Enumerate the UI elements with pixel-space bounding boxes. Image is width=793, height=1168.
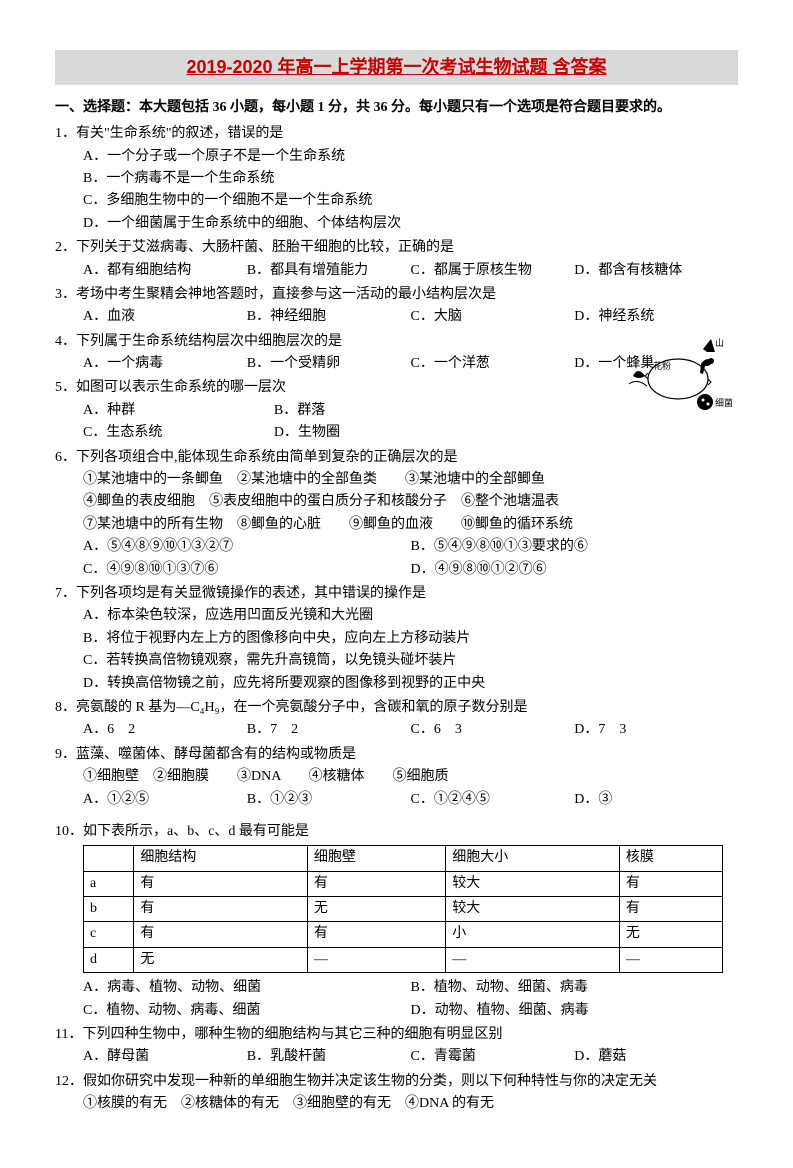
- q11-opt-a: A．酵母菌: [83, 1046, 247, 1068]
- ecosystem-diagram-icon: 山 花粉 细菌: [623, 334, 733, 424]
- q6-opt-c: C．④⑨⑧⑩①③⑦⑥: [83, 559, 411, 581]
- q3-opt-a: A．血液: [83, 306, 247, 328]
- q6-line3: ⑦某池塘中的所有生物 ⑧鲫鱼的心脏 ⑨鲫鱼的血液 ⑩鲫鱼的循环系统: [55, 514, 738, 536]
- table-row: a 有 有 较大 有: [84, 871, 723, 896]
- q7-opt-a: A．标本染色较深，应选用凹面反光镜和大光圈: [55, 605, 738, 627]
- table-row: b 有 无 较大 有: [84, 897, 723, 922]
- q8-opt-d: D．7 3: [574, 719, 738, 741]
- th-0: [84, 846, 134, 871]
- q7-opt-c: C．若转换高倍物镜观察，需先升高镜筒，以免镜头碰坏装片: [55, 650, 738, 672]
- q2-opt-b: B．都具有增殖能力: [247, 260, 411, 282]
- th-4: 核膜: [619, 846, 722, 871]
- q4-opt-b: B．一个受精卵: [247, 353, 411, 375]
- question-1: 1．有关"生命系统"的叙述，错误的是 A．一个分子或一个原子不是一个生命系统 B…: [55, 123, 738, 235]
- q6-text: 6．下列各项组合中,能体现生命系统由简单到复杂的正确层次的是: [55, 447, 738, 469]
- q10-table: 细胞结构 细胞壁 细胞大小 核膜 a 有 有 较大 有 b 有 无 较大 有 c…: [83, 845, 723, 973]
- q5-opt-a: A．种群: [83, 400, 274, 422]
- q5-opt-d: D．生物圈: [274, 422, 465, 444]
- q7-text: 7．下列各项均是有关显微镜操作的表述，其中错误的操作是: [55, 583, 738, 605]
- section-1-header: 一、选择题：本大题包括 36 小题，每小题 1 分，共 36 分。每小题只有一个…: [55, 97, 738, 119]
- question-9: 9．蓝藻、噬菌体、酵母菌都含有的结构或物质是 ①细胞壁 ②细胞膜 ③DNA ④核…: [55, 744, 738, 811]
- table-header-row: 细胞结构 细胞壁 细胞大小 核膜: [84, 846, 723, 871]
- q1-opt-d: D．一个细菌属于生命系统中的细胞、个体结构层次: [55, 213, 738, 235]
- q7-opt-b: B．将位于视野内左上方的图像移向中央，应向左上方移动装片: [55, 628, 738, 650]
- q9-line1: ①细胞壁 ②细胞膜 ③DNA ④核糖体 ⑤细胞质: [55, 766, 738, 788]
- question-11: 11．下列四种生物中，哪种生物的细胞结构与其它三种的细胞有明显区别 A．酵母菌 …: [55, 1024, 738, 1069]
- q1-opt-a: A．一个分子或一个原子不是一个生命系统: [55, 146, 738, 168]
- q10-opt-c: C．植物、动物、病毒、细菌: [83, 1000, 411, 1022]
- q10-text: 10．如下表所示，a、b、c、d 最有可能是: [55, 821, 738, 843]
- q5-opt-b: B．群落: [274, 400, 465, 422]
- question-3: 3．考场中考生聚精会神地答题时，直接参与这一活动的最小结构层次是 A．血液 B．…: [55, 284, 738, 329]
- th-3: 细胞大小: [446, 846, 620, 871]
- q10-opt-b: B．植物、动物、细菌、病毒: [411, 977, 739, 999]
- question-2: 2．下列关于艾滋病毒、大肠杆菌、胚胎干细胞的比较，正确的是 A．都有细胞结构 B…: [55, 237, 738, 282]
- q8-opt-b: B．7 2: [247, 719, 411, 741]
- q8-opt-c: C．6 3: [411, 719, 575, 741]
- q9-opt-d: D．③: [574, 789, 738, 811]
- q1-opt-c: C．多细胞生物中的一个细胞不是一个生命系统: [55, 190, 738, 212]
- q1-text: 1．有关"生命系统"的叙述，错误的是: [55, 123, 738, 145]
- question-8: 8．亮氨酸的 R 基为—C₄H₉，在一个亮氨酸分子中，含碳和氧的原子数分别是 A…: [55, 697, 738, 742]
- q10-opt-d: D．动物、植物、细菌、病毒: [411, 1000, 739, 1022]
- svg-text:细菌: 细菌: [715, 397, 733, 408]
- q9-opt-c: C．①②④⑤: [411, 789, 575, 811]
- question-12: 12．假如你研究中发现一种新的单细胞生物并决定该生物的分类，则以下何种特性与你的…: [55, 1071, 738, 1116]
- q5-opt-c: C．生态系统: [83, 422, 274, 444]
- q3-opt-d: D．神经系统: [574, 306, 738, 328]
- th-1: 细胞结构: [134, 846, 308, 871]
- q4-opt-a: A．一个病毒: [83, 353, 247, 375]
- table-row: d 无 — — —: [84, 947, 723, 972]
- page-title: 2019-2020 年高一上学期第一次考试生物试题 含答案: [186, 57, 606, 77]
- q2-opt-c: C．都属于原核生物: [411, 260, 575, 282]
- q12-line1: ①核膜的有无 ②核糖体的有无 ③细胞壁的有无 ④DNA 的有无: [55, 1093, 738, 1115]
- q11-opt-c: C．青霉菌: [411, 1046, 575, 1068]
- q9-opt-b: B．①②③: [247, 789, 411, 811]
- q9-text: 9．蓝藻、噬菌体、酵母菌都含有的结构或物质是: [55, 744, 738, 766]
- q12-text: 12．假如你研究中发现一种新的单细胞生物并决定该生物的分类，则以下何种特性与你的…: [55, 1071, 738, 1093]
- q3-opt-b: B．神经细胞: [247, 306, 411, 328]
- q8-opt-a: A．6 2: [83, 719, 247, 741]
- q11-opt-b: B．乳酸杆菌: [247, 1046, 411, 1068]
- q7-opt-d: D．转换高倍物镜之前，应先将所要观察的图像移到视野的正中央: [55, 673, 738, 695]
- table-row: c 有 有 小 无: [84, 922, 723, 947]
- q6-opt-b: B．⑤④⑨⑧⑩①③要求的⑥: [411, 536, 739, 558]
- question-6: 6．下列各项组合中,能体现生命系统由简单到复杂的正确层次的是 ①某池塘中的一条鲫…: [55, 447, 738, 581]
- q6-line2: ④鲫鱼的表皮细胞 ⑤表皮细胞中的蛋白质分子和核酸分子 ⑥整个池塘温表: [55, 491, 738, 513]
- q8-text: 8．亮氨酸的 R 基为—C₄H₉，在一个亮氨酸分子中，含碳和氧的原子数分别是: [55, 697, 738, 719]
- question-10: 10．如下表所示，a、b、c、d 最有可能是 细胞结构 细胞壁 细胞大小 核膜 …: [55, 821, 738, 1022]
- q11-text: 11．下列四种生物中，哪种生物的细胞结构与其它三种的细胞有明显区别: [55, 1024, 738, 1046]
- q6-opt-d: D．④⑨⑧⑩①②⑦⑥: [411, 559, 739, 581]
- question-7: 7．下列各项均是有关显微镜操作的表述，其中错误的操作是 A．标本染色较深，应选用…: [55, 583, 738, 695]
- svg-text:山: 山: [715, 338, 724, 348]
- page-title-bar: 2019-2020 年高一上学期第一次考试生物试题 含答案: [55, 50, 738, 85]
- q6-line1: ①某池塘中的一条鲫鱼 ②某池塘中的全部鱼类 ③某池塘中的全部鲫鱼: [55, 469, 738, 491]
- q2-opt-d: D．都含有核糖体: [574, 260, 738, 282]
- q2-text: 2．下列关于艾滋病毒、大肠杆菌、胚胎干细胞的比较，正确的是: [55, 237, 738, 259]
- q10-opt-a: A．病毒、植物、动物、细菌: [83, 977, 411, 999]
- q2-opt-a: A．都有细胞结构: [83, 260, 247, 282]
- q3-text: 3．考场中考生聚精会神地答题时，直接参与这一活动的最小结构层次是: [55, 284, 738, 306]
- q1-opt-b: B．一个病毒不是一个生命系统: [55, 168, 738, 190]
- q3-opt-c: C．大脑: [411, 306, 575, 328]
- q4-opt-c: C．一个洋葱: [411, 353, 575, 375]
- q11-opt-d: D．蘑菇: [574, 1046, 738, 1068]
- q9-opt-a: A．①②⑤: [83, 789, 247, 811]
- svg-text:花粉: 花粉: [653, 360, 671, 371]
- th-2: 细胞壁: [307, 846, 445, 871]
- q6-opt-a: A．⑤④⑧⑨⑩①③②⑦: [83, 536, 411, 558]
